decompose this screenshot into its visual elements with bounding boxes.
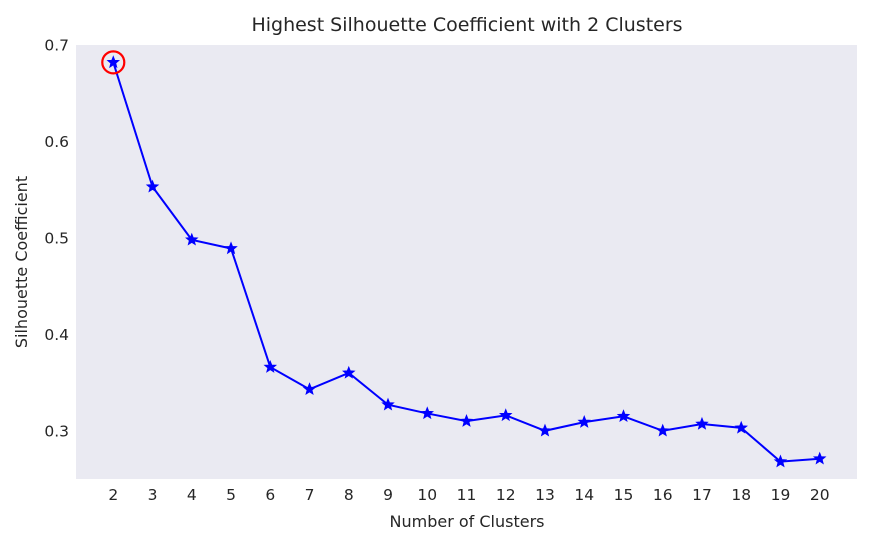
x-axis-ticks: 2 3 4 5 6 7 8 9 10 11 12 13 14 15 16 17 18 19 20 [108, 486, 829, 504]
data-point-marker [263, 360, 278, 373]
x-tick-label: 3 [148, 486, 158, 504]
x-tick-label: 16 [653, 486, 673, 504]
y-axis-label: Silhouette Coefficient [12, 176, 31, 348]
data-point-marker [185, 232, 199, 246]
data-point-marker [420, 406, 435, 420]
data-point-marker [342, 365, 356, 379]
x-tick-label: 14 [574, 486, 594, 504]
data-point-marker [145, 179, 160, 193]
y-tick-label: 0.3 [44, 422, 69, 440]
data-point-marker [773, 454, 788, 468]
data-point-marker [734, 420, 748, 434]
data-point-marker [302, 382, 317, 396]
highlight-circle [101, 50, 126, 75]
data-point-marker [812, 451, 827, 465]
x-tick-label: 12 [496, 486, 516, 504]
x-tick-label: 18 [731, 486, 751, 504]
data-point-marker [224, 241, 238, 255]
x-tick-label: 10 [417, 486, 437, 504]
data-point-marker [616, 409, 631, 423]
x-tick-label: 4 [187, 486, 197, 504]
data-point-marker [459, 414, 474, 427]
x-tick-label: 9 [383, 486, 393, 504]
chart-title: Highest Silhouette Coefficient with 2 Cl… [251, 14, 682, 36]
x-tick-label: 17 [692, 486, 712, 504]
x-tick-label: 8 [344, 486, 354, 504]
data-point-marker [655, 423, 670, 437]
x-tick-label: 19 [771, 486, 791, 504]
y-tick-label: 0.4 [44, 326, 69, 344]
x-tick-label: 13 [535, 486, 555, 504]
x-tick-label: 11 [457, 486, 477, 504]
y-tick-label: 0.6 [44, 133, 69, 151]
data-point-marker [106, 55, 121, 69]
x-tick-label: 15 [614, 486, 634, 504]
x-tick-label: 6 [265, 486, 275, 504]
plot-area [76, 45, 857, 479]
y-tick-label: 0.5 [44, 229, 69, 247]
x-tick-label: 5 [226, 486, 236, 504]
data-point-marker [538, 423, 552, 437]
data-point-marker [381, 397, 395, 411]
y-tick-label: 0.7 [44, 37, 69, 55]
data-point-marker [498, 408, 513, 422]
y-axis-ticks: 0.3 0.4 0.5 0.6 0.7 [44, 37, 69, 441]
x-tick-label: 2 [108, 486, 118, 504]
x-axis-label: Number of Clusters [390, 512, 545, 531]
data-point-marker [695, 416, 709, 430]
x-tick-label: 7 [305, 486, 315, 504]
data-point-marker [577, 415, 591, 428]
series-markers [106, 55, 827, 468]
x-tick-label: 20 [810, 486, 830, 504]
